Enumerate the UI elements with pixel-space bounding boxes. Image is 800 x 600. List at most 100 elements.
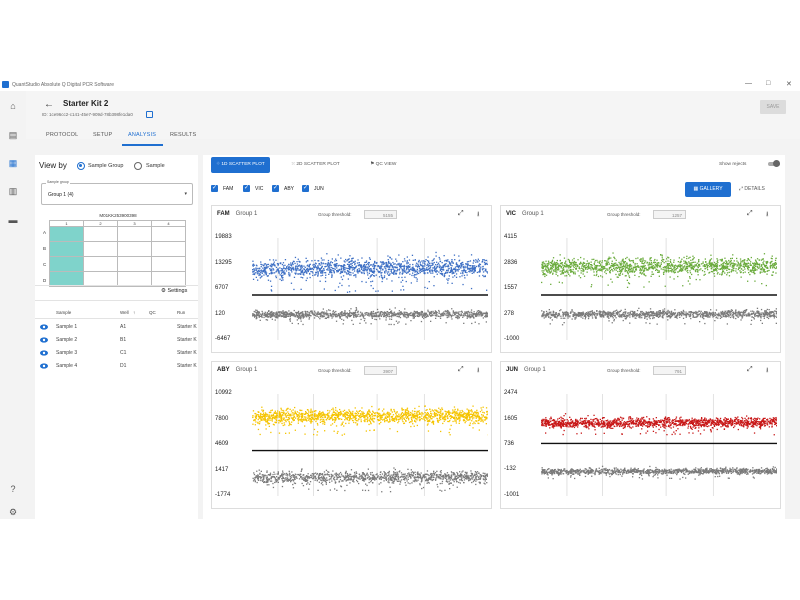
eye-icon[interactable] xyxy=(40,324,48,330)
droplet-point xyxy=(662,315,664,317)
show-rejects-toggle[interactable] xyxy=(768,160,780,167)
tab-analysis[interactable]: ANALYSIS xyxy=(128,132,157,138)
gallery-button[interactable]: ▦ GALLERY xyxy=(685,182,731,197)
tab-qc-view[interactable]: ⚑ QC VIEW xyxy=(370,157,396,173)
scatter-plot-vic[interactable] xyxy=(541,230,777,348)
analysis-icon[interactable]: ▦ xyxy=(8,158,18,168)
checkbox-fam[interactable]: ✓ xyxy=(211,185,218,192)
droplet-point xyxy=(620,265,622,267)
folder-icon[interactable]: ▤ xyxy=(8,130,18,140)
droplet-point xyxy=(734,313,737,315)
plate-well-c3[interactable] xyxy=(117,256,152,272)
col-header-qc[interactable]: QC xyxy=(149,310,156,315)
plate-well-a2[interactable] xyxy=(83,226,118,242)
plate-well-c2[interactable] xyxy=(83,256,118,272)
droplet-point xyxy=(764,314,766,316)
tab-protocol[interactable]: PROTOCOL xyxy=(46,132,79,138)
droplet-point xyxy=(478,323,480,325)
droplet-point xyxy=(579,277,582,279)
eye-icon[interactable] xyxy=(40,350,48,356)
col-header-run[interactable]: Run xyxy=(177,310,186,315)
plate-well-c4[interactable] xyxy=(151,256,186,272)
droplet-point xyxy=(686,267,689,269)
checkbox-aby[interactable]: ✓ xyxy=(272,185,279,192)
radio-sample-group[interactable] xyxy=(77,162,85,170)
droplet-point xyxy=(410,312,412,315)
plate-well-a4[interactable] xyxy=(151,226,186,242)
droplet-point xyxy=(693,268,695,271)
droplet-point xyxy=(767,317,770,320)
droplet-point xyxy=(403,268,405,270)
table-row[interactable]: Sample 4 D1 Starter K xyxy=(35,360,198,373)
eye-icon[interactable] xyxy=(40,363,48,369)
droplet-point xyxy=(591,258,593,261)
droplet-point xyxy=(746,260,748,262)
droplet-point xyxy=(341,314,344,316)
droplet-point xyxy=(742,260,744,262)
sort-arrow-icon[interactable]: ↑ xyxy=(133,310,136,315)
back-arrow-icon[interactable]: ← xyxy=(44,99,54,110)
tab-results[interactable]: RESULTS xyxy=(170,132,197,138)
plate-well-b4[interactable] xyxy=(151,241,186,257)
help-icon[interactable]: ? xyxy=(10,484,16,494)
settings-button[interactable]: ⚙ Settings xyxy=(161,288,187,294)
details-button[interactable]: ⤢ DETAILS xyxy=(739,186,765,192)
maximize-button[interactable]: □ xyxy=(766,80,771,87)
droplet-point xyxy=(584,312,587,315)
minimize-button[interactable]: — xyxy=(745,80,752,87)
droplet-point xyxy=(339,316,341,318)
droplet-point xyxy=(558,313,561,316)
gallery-icon[interactable]: ▬ xyxy=(8,215,18,225)
plate-well-b1[interactable] xyxy=(49,241,84,257)
threshold-input[interactable]: 1257 xyxy=(653,210,686,219)
radio-sample[interactable] xyxy=(134,162,142,170)
scatter-plot-fam[interactable] xyxy=(252,230,488,348)
droplet-point xyxy=(756,307,759,309)
col-header-sample[interactable]: Sample xyxy=(56,310,72,315)
copy-icon[interactable] xyxy=(146,111,153,118)
plate-well-d4[interactable] xyxy=(151,271,186,287)
droplet-point xyxy=(460,263,462,265)
document-icon[interactable]: ▥ xyxy=(8,186,18,196)
table-row[interactable]: Sample 2 B1 Starter K xyxy=(35,334,198,347)
plate-well-a1[interactable] xyxy=(49,226,84,242)
checkbox-vic[interactable]: ✓ xyxy=(243,185,250,192)
home-icon[interactable]: ⌂ xyxy=(10,101,16,111)
droplet-point xyxy=(397,263,399,265)
checkbox-jun[interactable]: ✓ xyxy=(302,185,309,192)
plate-well-b3[interactable] xyxy=(117,241,152,257)
eye-icon[interactable] xyxy=(40,337,48,343)
droplet-point xyxy=(366,270,368,272)
plate-well-b2[interactable] xyxy=(83,241,118,257)
sample-group-select[interactable]: Sample group Group 1 (4) ▾ xyxy=(41,180,193,205)
droplet-point xyxy=(253,268,255,270)
expand-icon[interactable]: ⤢ xyxy=(747,210,753,217)
droplet-point xyxy=(300,273,302,275)
threshold-input[interactable]: 5155 xyxy=(364,210,397,219)
plate-well-c1[interactable] xyxy=(49,256,84,272)
plate-well-a3[interactable] xyxy=(117,226,152,242)
tab-2d-scatter-plot[interactable]: ⁙ 2D SCATTER PLOT xyxy=(291,157,340,173)
plate-well-d1[interactable] xyxy=(49,271,84,287)
droplet-point xyxy=(367,313,369,315)
close-button[interactable]: ✕ xyxy=(786,81,792,88)
tab-1d-scatter-plot[interactable]: ⁘ 1D SCATTER PLOT xyxy=(211,157,270,173)
droplet-point xyxy=(732,314,734,316)
droplet-point xyxy=(433,276,435,278)
tab-setup[interactable]: SETUP xyxy=(93,132,113,138)
droplet-point xyxy=(309,310,312,313)
save-button[interactable]: SAVE xyxy=(760,100,786,114)
download-icon[interactable]: ⭳ xyxy=(766,211,769,218)
droplet-point xyxy=(607,312,610,314)
download-icon[interactable]: ⭳ xyxy=(477,211,480,218)
table-row[interactable]: Sample 3 C1 Starter K xyxy=(35,347,198,360)
droplet-point xyxy=(294,272,296,274)
col-header-well[interactable]: Well xyxy=(120,310,129,315)
droplet-point xyxy=(478,264,480,266)
droplet-point xyxy=(641,269,643,271)
expand-icon[interactable]: ⤢ xyxy=(458,210,464,217)
droplet-point xyxy=(356,262,359,264)
gear-icon[interactable]: ⚙ xyxy=(8,507,18,517)
table-row[interactable]: Sample 1 A1 Starter K xyxy=(35,321,198,334)
droplet-point xyxy=(671,264,673,266)
